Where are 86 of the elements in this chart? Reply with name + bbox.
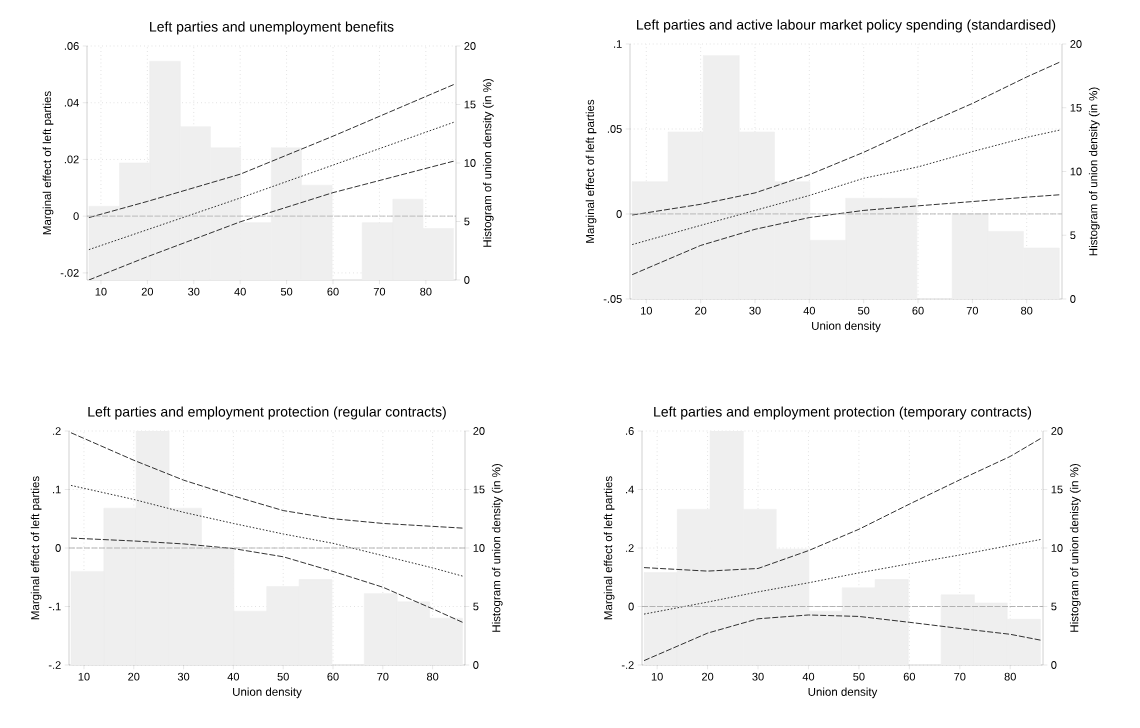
x-tick-label: 20 xyxy=(128,672,140,681)
y2-tick-label: 10 xyxy=(473,544,485,552)
x-tick-label: 60 xyxy=(912,306,924,315)
x-axis-title: Union density xyxy=(233,687,302,699)
y-tick-label: 0 xyxy=(616,210,622,218)
x-tick-label: 70 xyxy=(966,306,979,315)
x-tick-label: 30 xyxy=(188,287,200,296)
y-tick-label: .4 xyxy=(626,485,634,494)
x-tick-label: 20 xyxy=(702,672,714,681)
y-tick-label: .2 xyxy=(626,544,634,552)
chart-title: Left parties and unemployment benefits xyxy=(150,21,394,35)
x-tick-label: 60 xyxy=(327,287,339,296)
x-tick-label: 10 xyxy=(95,287,107,296)
y2-tick-label: 5 xyxy=(1070,231,1076,240)
x-tick-label: 30 xyxy=(752,672,764,681)
x-tick-label: 30 xyxy=(749,306,761,315)
y-tick-label: .2 xyxy=(53,427,61,435)
chart-title: Left parties and employment protection (temporary contracts) xyxy=(654,406,1032,420)
y2-axis-title: Histogram of union density (in %) xyxy=(491,464,503,632)
x-tick-label: 10 xyxy=(78,672,90,681)
y-tick-label: -.2 xyxy=(621,661,634,669)
x-tick-label: 70 xyxy=(954,672,966,681)
y-tick-label: -.2 xyxy=(48,661,61,669)
y2-tick-label: 15 xyxy=(464,100,476,109)
y-tick-label: -.05 xyxy=(603,295,622,303)
x-tick-label: 20 xyxy=(695,306,707,315)
x-tick-label: 50 xyxy=(277,672,289,681)
x-tick-label: 10 xyxy=(641,306,652,315)
y2-tick-label: 15 xyxy=(473,485,485,494)
x-tick-label: 80 xyxy=(1021,306,1033,315)
y-tick-label: .04 xyxy=(64,98,79,107)
x-axis-title: Union density xyxy=(808,687,878,699)
y-tick-label: .1 xyxy=(614,40,622,48)
chart-title: Left parties and employment protection (regular contracts) xyxy=(88,406,446,420)
y2-tick-label: 10 xyxy=(1070,167,1082,176)
x-tick-label: 70 xyxy=(377,672,389,681)
x-tick-label: 40 xyxy=(227,672,240,681)
y2-tick-label: 10 xyxy=(464,159,476,167)
y2-tick-label: 20 xyxy=(1051,427,1063,435)
x-tick-label: 70 xyxy=(373,287,386,296)
x-tick-label: 40 xyxy=(803,306,816,315)
y2-tick-label: 5 xyxy=(464,217,470,226)
x-tick-label: 80 xyxy=(420,287,432,296)
x-tick-label: 10 xyxy=(651,672,663,681)
x-tick-label: 50 xyxy=(280,287,293,296)
y-axis-title: Marginal effect of left parties xyxy=(42,91,54,235)
x-tick-label: 20 xyxy=(141,287,154,296)
y-axis-title: Marginal effect of left parties xyxy=(30,476,42,620)
y-tick-label: -.1 xyxy=(48,602,61,611)
y2-tick-label: 0 xyxy=(1051,661,1057,669)
y2-tick-label: 20 xyxy=(1070,40,1082,48)
x-tick-label: 80 xyxy=(426,672,439,681)
y-tick-label: .6 xyxy=(626,427,634,435)
y2-tick-label: 5 xyxy=(1051,602,1057,611)
x-tick-label: 50 xyxy=(857,306,870,315)
y-tick-label: .1 xyxy=(53,485,61,494)
x-tick-label: 30 xyxy=(177,672,190,681)
y-axis-title: Marginal effect of left parties xyxy=(585,99,597,243)
y2-axis-title: Histogram of union denisty (in %) xyxy=(1069,464,1081,632)
y-axis-title: Marginal effect of left parties xyxy=(603,476,615,620)
y2-tick-label: 15 xyxy=(1051,485,1063,494)
y-tick-label: 0 xyxy=(55,544,61,552)
y2-tick-label: 5 xyxy=(473,602,479,611)
x-tick-label: 60 xyxy=(903,672,916,681)
y-tick-label: 0 xyxy=(628,602,634,611)
y2-tick-label: 10 xyxy=(1051,544,1063,552)
y2-tick-label: 20 xyxy=(473,427,485,435)
y-tick-label: -.02 xyxy=(60,269,79,277)
x-tick-label: 60 xyxy=(327,672,339,681)
y2-tick-label: 0 xyxy=(473,661,479,669)
x-tick-label: 40 xyxy=(802,672,815,681)
y2-tick-label: 0 xyxy=(464,276,470,284)
y2-tick-label: 15 xyxy=(1070,103,1082,112)
y2-tick-label: 0 xyxy=(1070,295,1076,303)
x-axis-title: Union density xyxy=(812,321,881,333)
x-tick-label: 50 xyxy=(853,672,865,681)
y-tick-label: 0 xyxy=(73,212,79,221)
y2-tick-label: 20 xyxy=(464,42,476,50)
y2-axis-title: Histogram of union density (in %) xyxy=(482,79,494,247)
y2-axis-title: Histogram of union density (in %) xyxy=(1088,87,1100,256)
x-tick-label: 40 xyxy=(234,287,246,296)
chart-title: Left parties and active labour market policy spending (standardised) xyxy=(637,19,1056,33)
y-tick-label: .02 xyxy=(64,155,79,164)
x-tick-label: 80 xyxy=(1004,672,1016,681)
y-tick-label: .05 xyxy=(607,125,622,133)
y-tick-label: .06 xyxy=(64,42,79,50)
